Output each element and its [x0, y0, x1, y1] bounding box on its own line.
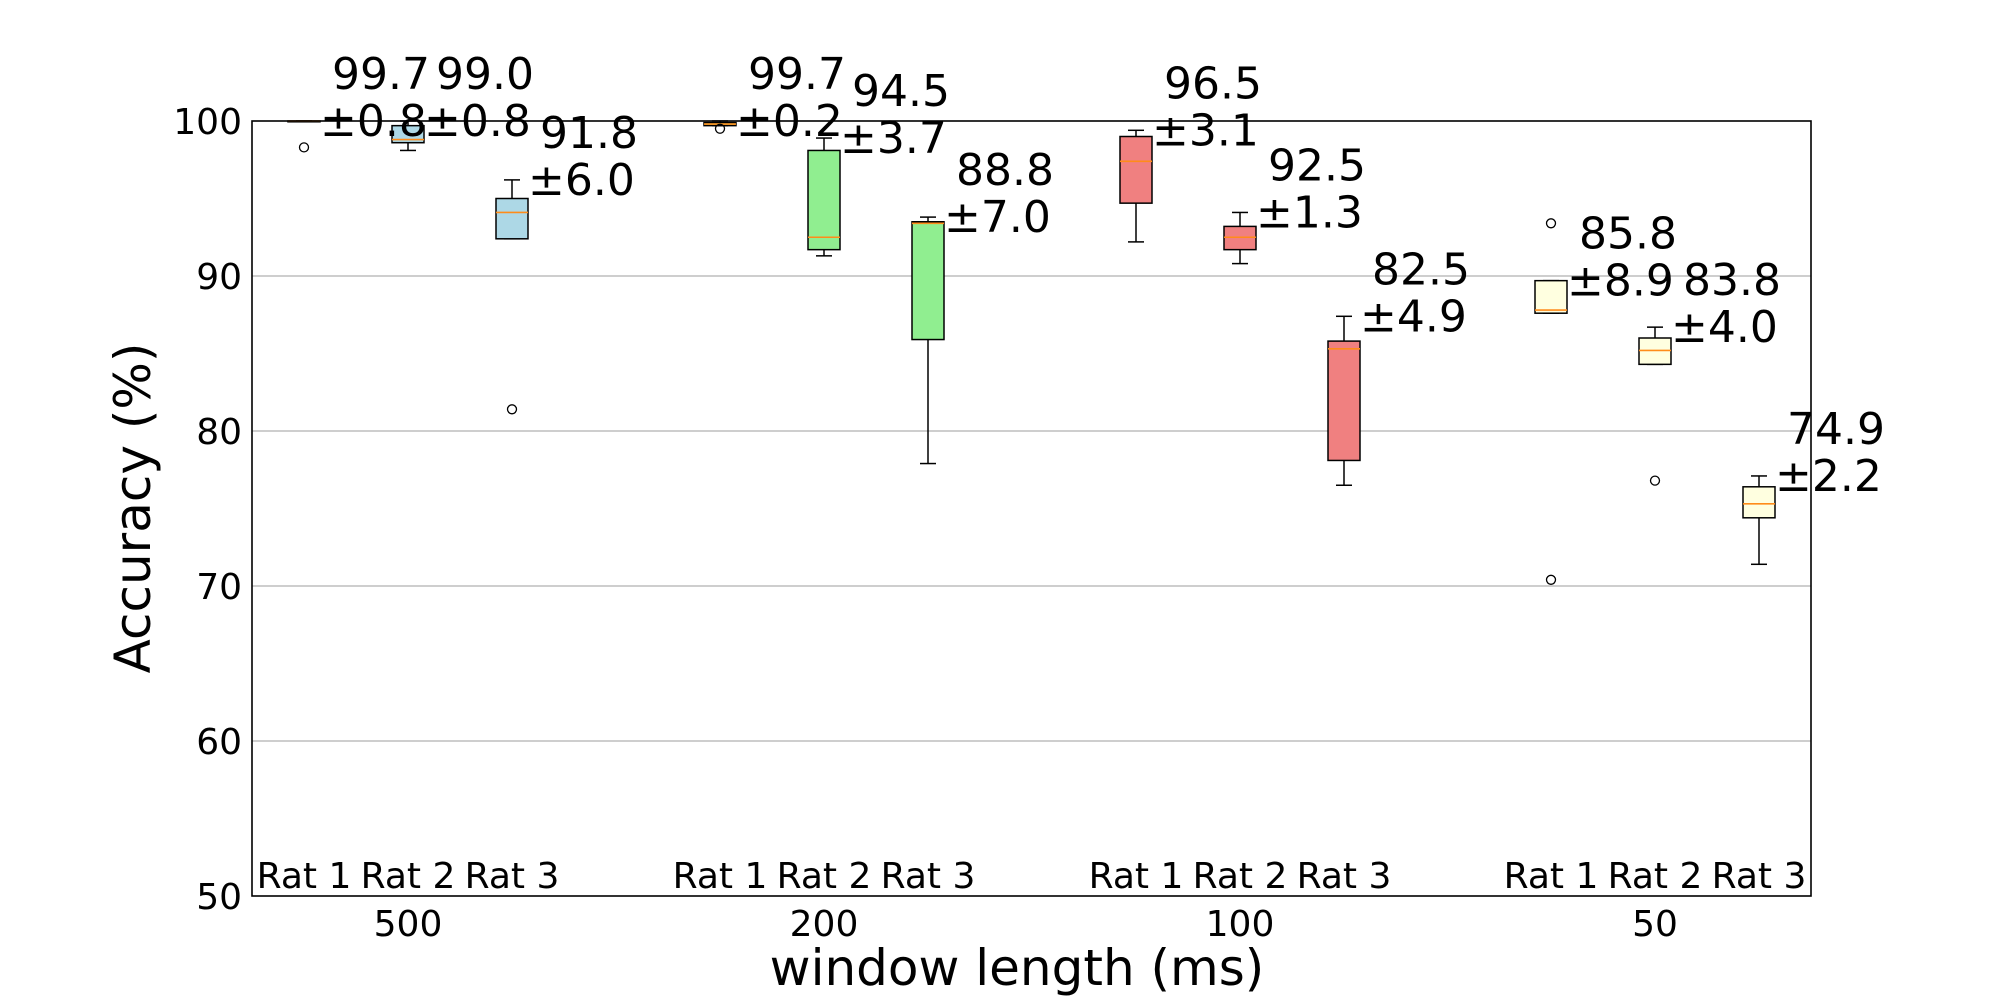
box-body-50-1	[1534, 279, 1568, 314]
rat-label-100-2: Rat 2	[1193, 856, 1288, 897]
box-100-2	[1223, 211, 1257, 265]
annot-sd-50-2: ±4.0	[1671, 302, 1778, 353]
y-tick-label-60: 60	[196, 722, 242, 763]
box-body-50-3	[1742, 486, 1776, 519]
annot-mean-50-2: 83.8	[1683, 255, 1781, 306]
annot-mean-50-1: 85.8	[1579, 209, 1677, 260]
box-50-3	[1742, 475, 1776, 566]
x-tick-label-500: 500	[374, 904, 443, 945]
y-tick-label-50: 50	[196, 877, 242, 918]
flier-50-1-1	[1545, 574, 1557, 585]
grid-lines	[252, 275, 1811, 742]
flier-50-1-0	[1545, 218, 1557, 229]
annot-sd-500-2: ±0.8	[424, 96, 531, 147]
y-tick-label-90: 90	[196, 257, 242, 298]
box-200-1	[703, 120, 737, 134]
box-100-3	[1327, 315, 1361, 486]
rat-label-500-2: Rat 2	[361, 856, 456, 897]
annot-mean-100-1: 96.5	[1164, 58, 1262, 109]
annot-sd-100-1: ±3.1	[1152, 105, 1259, 156]
annot-mean-200-3: 88.8	[956, 145, 1054, 196]
annot-mean-200-2: 94.5	[852, 66, 950, 117]
flier-50-2-0	[1649, 475, 1661, 486]
annot-sd-50-3: ±2.2	[1775, 451, 1882, 502]
rat-label-100-1: Rat 1	[1089, 856, 1184, 897]
rat-label-100-3: Rat 3	[1297, 856, 1392, 897]
box-500-1	[287, 120, 321, 153]
box-body-500-3	[495, 197, 529, 240]
annot-sd-200-1: ±0.2	[736, 96, 843, 147]
flier-500-1-0	[298, 142, 310, 153]
annot-mean-500-1: 99.7	[332, 49, 430, 100]
rat-label-200-3: Rat 3	[881, 856, 976, 897]
y-tick-label-70: 70	[196, 567, 242, 608]
x-tick-label-50: 50	[1632, 904, 1678, 945]
box-body-100-1	[1119, 135, 1153, 204]
box-50-1	[1534, 218, 1568, 585]
annotations: 99.7±0.899.0±0.8 91.8±6.099.7±0.294.5±3.7…	[320, 49, 1885, 502]
box-200-3	[911, 216, 945, 465]
boxes	[287, 120, 1776, 585]
box-200-2	[807, 137, 841, 257]
box-50-2	[1638, 326, 1672, 486]
annot-mean-50-3: 74.9	[1787, 404, 1885, 455]
rat-label-500-3: Rat 3	[465, 856, 560, 897]
annot-sd-500-1: ±0.8	[320, 96, 427, 147]
annot-sd-500-3: ±6.0	[528, 155, 635, 206]
x-axis-title: window length (ms)	[770, 939, 1265, 997]
rat-label-50-3: Rat 3	[1712, 856, 1807, 897]
x-tick-label-100: 100	[1206, 904, 1275, 945]
y-tick-label-100: 100	[173, 102, 242, 143]
annot-mean-200-1: 99.7	[748, 49, 846, 100]
annot-mean-100-3: 82.5	[1372, 244, 1470, 295]
box-500-3	[495, 179, 529, 415]
flier-500-3-0	[506, 404, 518, 415]
annot-mean-100-2: 92.5	[1268, 140, 1366, 191]
flier-200-1-0	[714, 123, 726, 134]
annot-sd-200-2: ±3.7	[840, 113, 947, 164]
box-body-200-2	[807, 149, 841, 251]
box-body-200-3	[911, 221, 945, 341]
annot-sd-50-1: ±8.9	[1567, 256, 1674, 307]
x-tick-labels: 500 200 100 50	[374, 904, 1678, 945]
rat-labels: Rat 1 Rat 2 Rat 3 Rat 1 Rat 2 Rat 3 Rat 1 Rat 2…	[257, 856, 1807, 897]
y-tick-label-80: 80	[196, 412, 242, 453]
box-body-100-3	[1327, 340, 1361, 462]
rat-label-200-1: Rat 1	[673, 856, 768, 897]
annot-mean-500-3: 91.8	[540, 108, 638, 159]
y-axis-title: Accuracy (%)	[104, 343, 162, 674]
annot-sd-200-3: ±7.0	[944, 192, 1051, 243]
x-tick-label-200: 200	[790, 904, 859, 945]
y-tick-labels: 50 60 70 80 90 100	[173, 102, 242, 918]
annot-sd-100-3: ±4.9	[1360, 291, 1467, 342]
box-body-500-2	[391, 124, 425, 144]
annot-mean-500-2: 99.0	[436, 49, 534, 100]
rat-label-200-2: Rat 2	[777, 856, 872, 897]
plot-frame	[251, 120, 1812, 897]
rat-label-50-2: Rat 2	[1608, 856, 1703, 897]
annot-sd-100-2: ±1.3	[1256, 187, 1363, 238]
rat-label-500-1: Rat 1	[257, 856, 352, 897]
rat-label-50-1: Rat 1	[1504, 856, 1599, 897]
box-100-1	[1119, 129, 1153, 243]
